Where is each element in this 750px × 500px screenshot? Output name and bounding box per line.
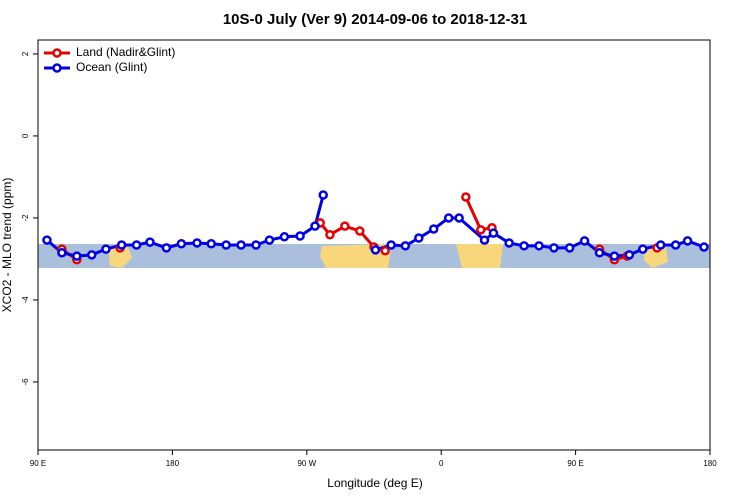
data-point: [564, 243, 575, 253]
data-point: [594, 248, 605, 258]
data-point: [609, 251, 620, 261]
data-point: [264, 235, 275, 245]
data-point: [428, 224, 439, 234]
data-point: [682, 236, 693, 246]
data-point: [699, 242, 709, 252]
y-tick-label: -2: [21, 214, 30, 222]
x-tick-label: 0: [439, 459, 444, 468]
data-point: [116, 240, 127, 250]
data-point: [519, 241, 529, 251]
x-tick-label: 90 E: [567, 459, 583, 468]
y-tick-label: -6: [21, 378, 30, 386]
data-point: [579, 236, 590, 246]
data-point: [549, 243, 559, 253]
chart-title: 10S-0 July (Ver 9) 2014-09-06 to 2018-12…: [223, 11, 527, 28]
legend-label: Land (Nadir&Glint): [76, 45, 175, 59]
plot-frame: [37, 39, 711, 451]
data-point: [101, 244, 111, 254]
data-point: [131, 240, 142, 250]
y-tick-label: 0: [21, 133, 30, 138]
data-point: [355, 226, 365, 236]
legend-marker: [52, 48, 62, 58]
data-point: [221, 240, 231, 250]
data-point: [380, 245, 390, 256]
data-point: [461, 192, 471, 202]
data-point: [476, 225, 486, 235]
y-tick-label: 2: [21, 51, 30, 56]
x-axis-label: Longitude (deg E): [327, 476, 422, 490]
y-axis-label: XCO2 - MLO trend (ppm): [0, 178, 14, 313]
x-tick-label: 180: [703, 459, 717, 468]
data-point: [386, 240, 396, 250]
data-point: [145, 237, 155, 247]
data-point: [655, 240, 666, 250]
y-tick-label: -4: [21, 296, 30, 304]
data-point: [161, 243, 172, 253]
data-point: [670, 240, 681, 250]
data-point: [192, 238, 202, 248]
data-point: [504, 238, 514, 248]
x-tick-label: 180: [166, 459, 180, 468]
data-point: [87, 250, 97, 260]
data-point: [295, 231, 305, 241]
data-point: [624, 250, 635, 260]
x-tick-label: 90 W: [297, 459, 316, 468]
data-point: [488, 228, 499, 238]
data-point: [57, 248, 67, 258]
data-point: [534, 241, 544, 251]
data-point: [414, 233, 424, 243]
data-point: [638, 244, 648, 254]
data-point: [72, 251, 82, 261]
data-point: [310, 221, 320, 231]
data-point: [400, 241, 411, 251]
data-point: [370, 245, 381, 255]
data-point: [318, 190, 328, 200]
data-point: [325, 230, 335, 240]
data-point: [42, 235, 52, 245]
data-point: [251, 240, 261, 250]
data-point: [206, 239, 216, 249]
legend-marker: [52, 63, 62, 73]
x-tick-label: 90 E: [30, 459, 46, 468]
legend-label: Ocean (Glint): [76, 60, 147, 74]
data-point: [479, 235, 490, 245]
data-point: [176, 239, 187, 249]
data-point: [454, 213, 464, 223]
data-point: [340, 221, 350, 231]
data-point: [236, 240, 246, 250]
data-point: [443, 213, 454, 223]
data-point: [279, 232, 290, 242]
